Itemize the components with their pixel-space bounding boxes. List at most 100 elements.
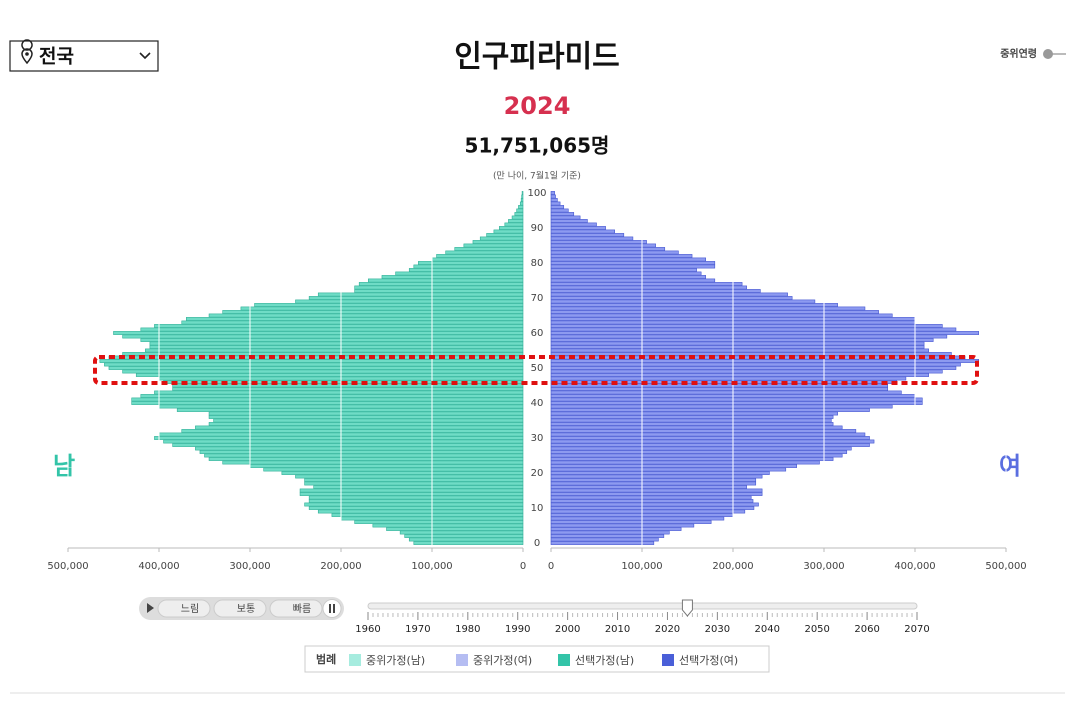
bar	[493, 229, 524, 234]
bar	[550, 264, 716, 269]
legend-label: 중위가정(여)	[473, 654, 532, 667]
bar	[108, 366, 524, 370]
bar	[550, 212, 575, 216]
bar	[550, 520, 712, 524]
pause-bar	[329, 604, 331, 613]
bar	[436, 254, 524, 258]
timeline-label: 2060	[854, 624, 879, 635]
bar	[550, 271, 702, 276]
bar	[399, 530, 524, 535]
bar	[454, 247, 524, 251]
bar	[208, 313, 524, 318]
pin-dot	[25, 52, 29, 56]
bar	[514, 212, 524, 216]
median-toggle[interactable]: 중위연령	[1000, 47, 1066, 60]
bar	[518, 205, 524, 209]
bar	[550, 492, 763, 496]
x-tick-label: 300,000	[803, 561, 844, 572]
bar	[550, 261, 716, 265]
timeline-label: 2030	[705, 624, 730, 635]
bar	[550, 397, 923, 402]
bar	[479, 236, 524, 241]
bar	[550, 541, 655, 545]
bar	[550, 527, 682, 531]
bar	[295, 474, 524, 479]
bar	[172, 443, 524, 447]
pause-button[interactable]	[322, 599, 342, 618]
bar	[550, 299, 816, 304]
bar	[281, 471, 524, 475]
timeline-thumb[interactable]	[681, 599, 693, 617]
bar	[172, 387, 524, 391]
bar	[550, 509, 746, 514]
timeline-label: 2070	[904, 624, 929, 635]
bar	[550, 296, 793, 300]
bar	[550, 275, 706, 279]
bar	[550, 471, 770, 475]
region-label: 전국	[39, 46, 74, 68]
bar	[550, 219, 588, 223]
bar	[386, 527, 524, 531]
bar	[550, 247, 666, 251]
bar	[131, 397, 524, 402]
bar	[511, 215, 524, 220]
timeline-label: 1990	[505, 624, 530, 635]
bar	[550, 499, 754, 503]
bar	[504, 222, 524, 227]
bar	[445, 250, 524, 255]
bar	[550, 303, 838, 307]
bar	[486, 233, 524, 237]
bar	[550, 415, 834, 419]
bar	[521, 194, 524, 199]
speed-button[interactable]	[213, 599, 267, 618]
bar	[550, 289, 761, 293]
bar	[304, 478, 524, 482]
bar	[550, 257, 706, 262]
y-tick-label: 30	[531, 433, 544, 444]
speed-button[interactable]	[157, 599, 211, 618]
speed-label: 느림	[181, 603, 199, 615]
region-select[interactable]: 전국	[9, 40, 159, 72]
legend: 범례 중위가정(남) 중위가정(여) 선택가정(남) 선택가정(여)	[304, 645, 770, 673]
bar	[208, 422, 524, 426]
bar	[519, 201, 524, 206]
bar	[550, 446, 852, 451]
x-tick-label: 0	[520, 561, 526, 572]
bar	[550, 516, 725, 521]
timeline-label: 2020	[655, 624, 680, 635]
y-tick-label: 70	[531, 293, 544, 304]
y-tick-label: 0	[534, 538, 540, 549]
x-tick-label: 200,000	[712, 561, 753, 572]
bar	[550, 401, 923, 405]
toggle-knob[interactable]	[1043, 49, 1053, 59]
bar	[304, 481, 524, 486]
bar	[299, 488, 524, 493]
bar	[149, 341, 524, 346]
bar	[550, 460, 820, 465]
x-tick-label: 400,000	[138, 561, 179, 572]
timeline-track[interactable]	[367, 602, 918, 610]
bar	[550, 478, 757, 482]
bar	[550, 215, 581, 220]
y-tick-label: 90	[531, 223, 544, 234]
bar	[208, 411, 524, 416]
bar	[550, 348, 929, 353]
play-button[interactable]	[147, 603, 154, 613]
bar	[408, 537, 524, 542]
bar	[516, 208, 524, 213]
bar	[550, 457, 834, 461]
speed-button[interactable]	[269, 599, 323, 618]
timeline-label: 2000	[555, 624, 580, 635]
bar	[550, 282, 743, 286]
bar	[550, 502, 759, 507]
highlight-box	[93, 355, 979, 385]
bar	[550, 474, 763, 479]
bar	[550, 313, 893, 318]
bar	[304, 502, 524, 507]
timeline-label: 2010	[605, 624, 630, 635]
select-box[interactable]	[9, 40, 159, 72]
bar	[550, 334, 948, 339]
bar	[263, 467, 524, 472]
bar	[550, 373, 929, 377]
